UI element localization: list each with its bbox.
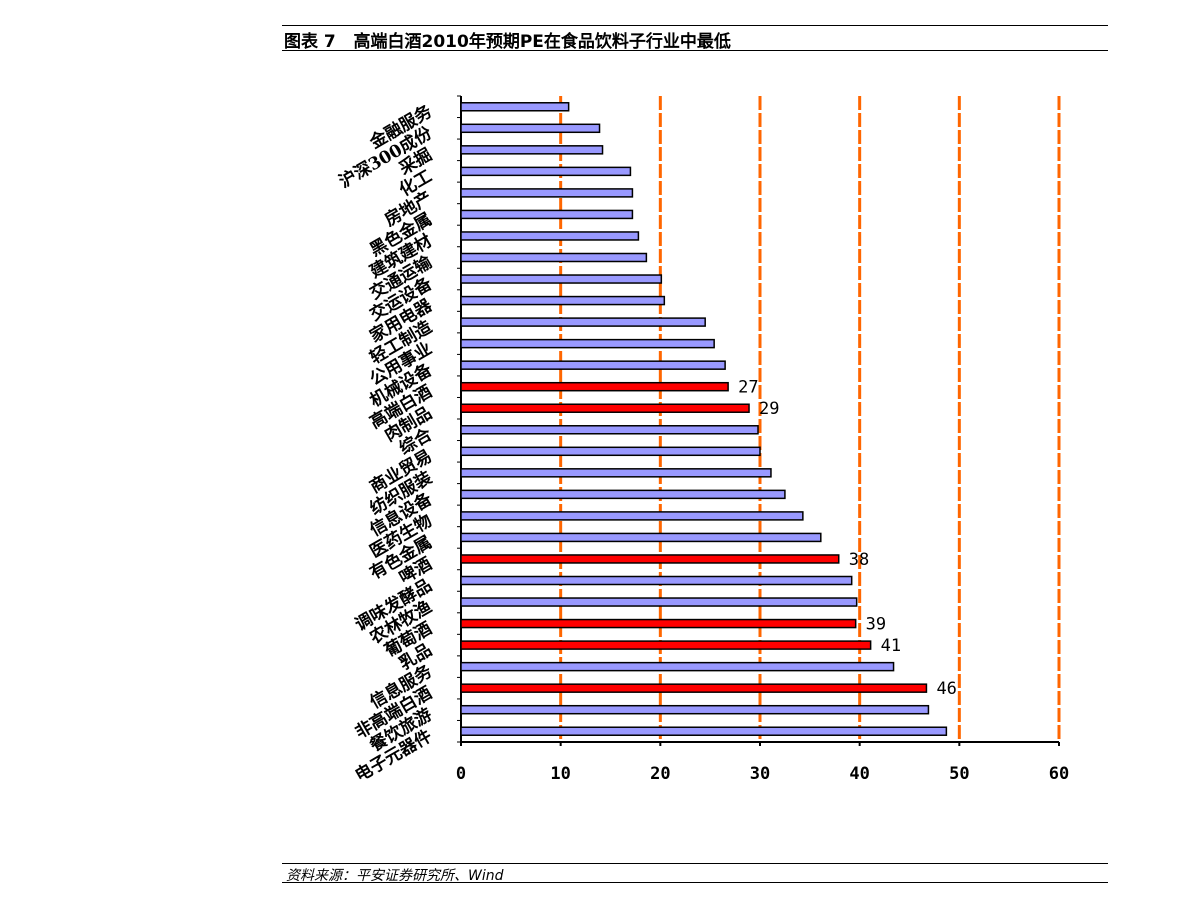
figure-label: 图表 7 xyxy=(284,32,336,52)
gridlines xyxy=(559,96,1061,742)
bar-9 xyxy=(460,274,663,284)
bar-27 xyxy=(460,661,895,672)
bar-17 xyxy=(460,446,761,457)
bar-5 xyxy=(460,188,634,198)
bar-22 xyxy=(460,554,840,564)
bar-11 xyxy=(460,317,706,327)
bar-13 xyxy=(460,360,726,370)
bar-3 xyxy=(460,145,604,155)
x-tick-label: 60 xyxy=(1049,764,1069,784)
bar-19 xyxy=(460,489,786,500)
data-label: 27 xyxy=(738,378,758,398)
bar-21 xyxy=(460,532,822,543)
category-labels: 金融服务沪深300成份采掘化工房地产黑色金属建筑建材交通运输交运设备家用电器轻工… xyxy=(335,100,436,786)
figure-title: 图表 7 高端白酒2010年预期PE在食品饮料子行业中最低 xyxy=(284,27,731,52)
bar-16 xyxy=(460,425,759,435)
bar-6 xyxy=(460,209,634,220)
axes xyxy=(457,95,1060,746)
source-note: 资料来源：平安证券研究所、Wind xyxy=(286,868,504,884)
bar-10 xyxy=(460,295,666,306)
x-tick-label: 0 xyxy=(456,764,466,784)
bar-25 xyxy=(460,618,857,629)
bar-23 xyxy=(460,575,853,586)
bar-20 xyxy=(460,511,804,521)
bar-2 xyxy=(460,123,601,134)
bar-30 xyxy=(460,726,948,736)
bar-4 xyxy=(460,166,632,177)
x-tick-label: 40 xyxy=(849,764,869,784)
bar-15 xyxy=(460,403,750,413)
bar-24 xyxy=(460,597,858,607)
x-tick-label: 20 xyxy=(650,764,670,784)
top-rule xyxy=(282,25,1108,26)
bar-28 xyxy=(460,683,928,693)
bar-26 xyxy=(460,640,872,650)
bar-1 xyxy=(460,102,570,112)
bar-18 xyxy=(460,468,772,478)
bar-12 xyxy=(460,338,715,349)
footer-bottom-rule xyxy=(282,882,1108,883)
data-label: 38 xyxy=(849,550,869,570)
bars xyxy=(460,102,948,736)
bar-7 xyxy=(460,231,640,241)
data-label: 39 xyxy=(866,615,886,635)
x-tick-label: 50 xyxy=(949,764,969,784)
title-bottom-rule xyxy=(282,50,1108,51)
bar-8 xyxy=(460,252,648,263)
bar-29 xyxy=(460,704,930,715)
data-label: 41 xyxy=(881,636,901,656)
data-label: 46 xyxy=(936,679,956,699)
x-tick-label: 30 xyxy=(750,764,770,784)
data-label: 29 xyxy=(759,399,779,419)
figure-title-text: 高端白酒2010年预期PE在食品饮料子行业中最低 xyxy=(353,32,731,52)
footer-top-rule xyxy=(282,863,1108,864)
bar-14 xyxy=(460,381,729,392)
x-tick-label: 10 xyxy=(550,764,570,784)
x-tick-labels: 0 10 20 30 40 50 60 xyxy=(456,764,1069,784)
